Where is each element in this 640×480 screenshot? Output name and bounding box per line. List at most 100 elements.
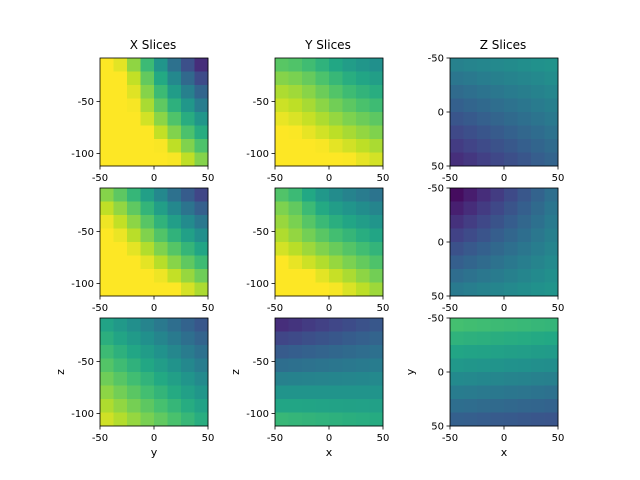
heatmap-cell [181,412,195,427]
heatmap-cell [490,345,505,359]
heatmap-cell [329,282,343,297]
heatmap-cell [504,98,518,113]
heatmap-cell [100,139,114,153]
heatmap-cell [275,242,289,256]
heatmap-cell [100,112,114,126]
heatmap-cell [490,201,505,216]
heatmap-cell [288,282,303,297]
heatmap-cell [113,112,128,126]
heatmap-cell [342,255,357,270]
heatmap-cell [504,242,518,256]
heatmap-cell [315,58,330,72]
heatmap-cell [181,345,195,359]
heatmap-cell [342,85,357,99]
heatmap-cell [167,98,182,113]
heatmap-cell [181,188,195,202]
heatmap-cell [181,71,195,86]
heatmap-cell [100,399,114,413]
heatmap-cell [369,412,384,427]
heatmap-cell [342,58,357,72]
heatmap-cell [194,139,209,153]
heatmap-cell [517,71,532,86]
heatmap-cell [181,242,195,256]
y-tick-label: -50 [428,54,444,65]
heatmap-cell [167,385,182,400]
heatmap-cell [127,188,141,202]
heatmap-cell [463,98,478,113]
heatmap-cell [504,215,518,229]
heatmap-cell [544,112,559,126]
heatmap-cell [154,152,168,167]
heatmap-cell [100,412,114,427]
heatmap-cell [477,269,491,283]
heatmap-cell [477,358,491,373]
heatmap-cell [544,201,559,216]
heatmap-cell [490,412,505,427]
heatmap-cell [517,282,532,297]
heatmap-cell [329,58,343,72]
heatmap-cell [356,152,370,167]
x-tick-label: 0 [326,433,332,444]
heatmap-cell [490,71,505,86]
heatmap-cell [167,242,182,256]
heatmap-cell [369,385,384,400]
heatmap-cell [369,139,384,153]
heatmap-panel-r3c1: -50 0 50 -50 -100 y z [54,317,214,459]
heatmap-cell [531,372,545,386]
y-tick-label: -100 [246,149,269,160]
heatmap-cell [342,125,357,140]
heatmap-cell [154,112,168,126]
heatmap-cell [369,255,384,270]
heatmap-cell [275,58,289,72]
x-tick-label: 50 [552,173,565,184]
heatmap-cell [477,188,491,202]
heatmap-cell [356,345,370,359]
heatmap-cell [463,331,478,346]
heatmap-cell [356,255,370,270]
heatmap-cell [544,152,559,167]
heatmap-cell [302,228,316,243]
heatmap-cell [181,385,195,400]
heatmap-cell [315,139,330,153]
heatmap-cell [127,152,141,167]
heatmap-cell [356,112,370,126]
heatmap-cell [100,242,114,256]
heatmap-cell [504,358,518,373]
heatmap-cell [463,112,478,126]
y-axis-label: z [229,369,242,375]
heatmap-cell [140,318,155,332]
heatmap-cell [450,331,464,346]
heatmap-cell [531,152,545,167]
heatmap-cell [342,412,357,427]
heatmap-cell [100,372,114,386]
heatmap-cell [490,215,505,229]
heatmap-cell [167,372,182,386]
heatmap-cell [127,399,141,413]
heatmap-cell [531,345,545,359]
heatmap-cell [288,139,303,153]
heatmap-cell [288,85,303,99]
heatmap-cell [450,152,464,167]
heatmap-cell [450,125,464,140]
heatmap-cell [450,399,464,413]
heatmap-cell [369,331,384,346]
heatmap-cell [329,372,343,386]
heatmap-cell [275,71,289,86]
heatmap-cell [100,345,114,359]
heatmap-cell [490,112,505,126]
heatmap-cell [477,282,491,297]
heatmap-cell [181,331,195,346]
x-tick-label: 50 [377,303,390,314]
x-tick-label: 0 [151,303,157,314]
heatmap-cell [450,201,464,216]
heatmap-cell [342,139,357,153]
heatmap-cell [531,412,545,427]
heatmap-cell [329,412,343,427]
heatmap-cell [544,385,559,400]
heatmap-cell [113,58,128,72]
heatmap-cell [113,331,128,346]
heatmap-cell [490,282,505,297]
heatmap-cell [517,318,532,332]
